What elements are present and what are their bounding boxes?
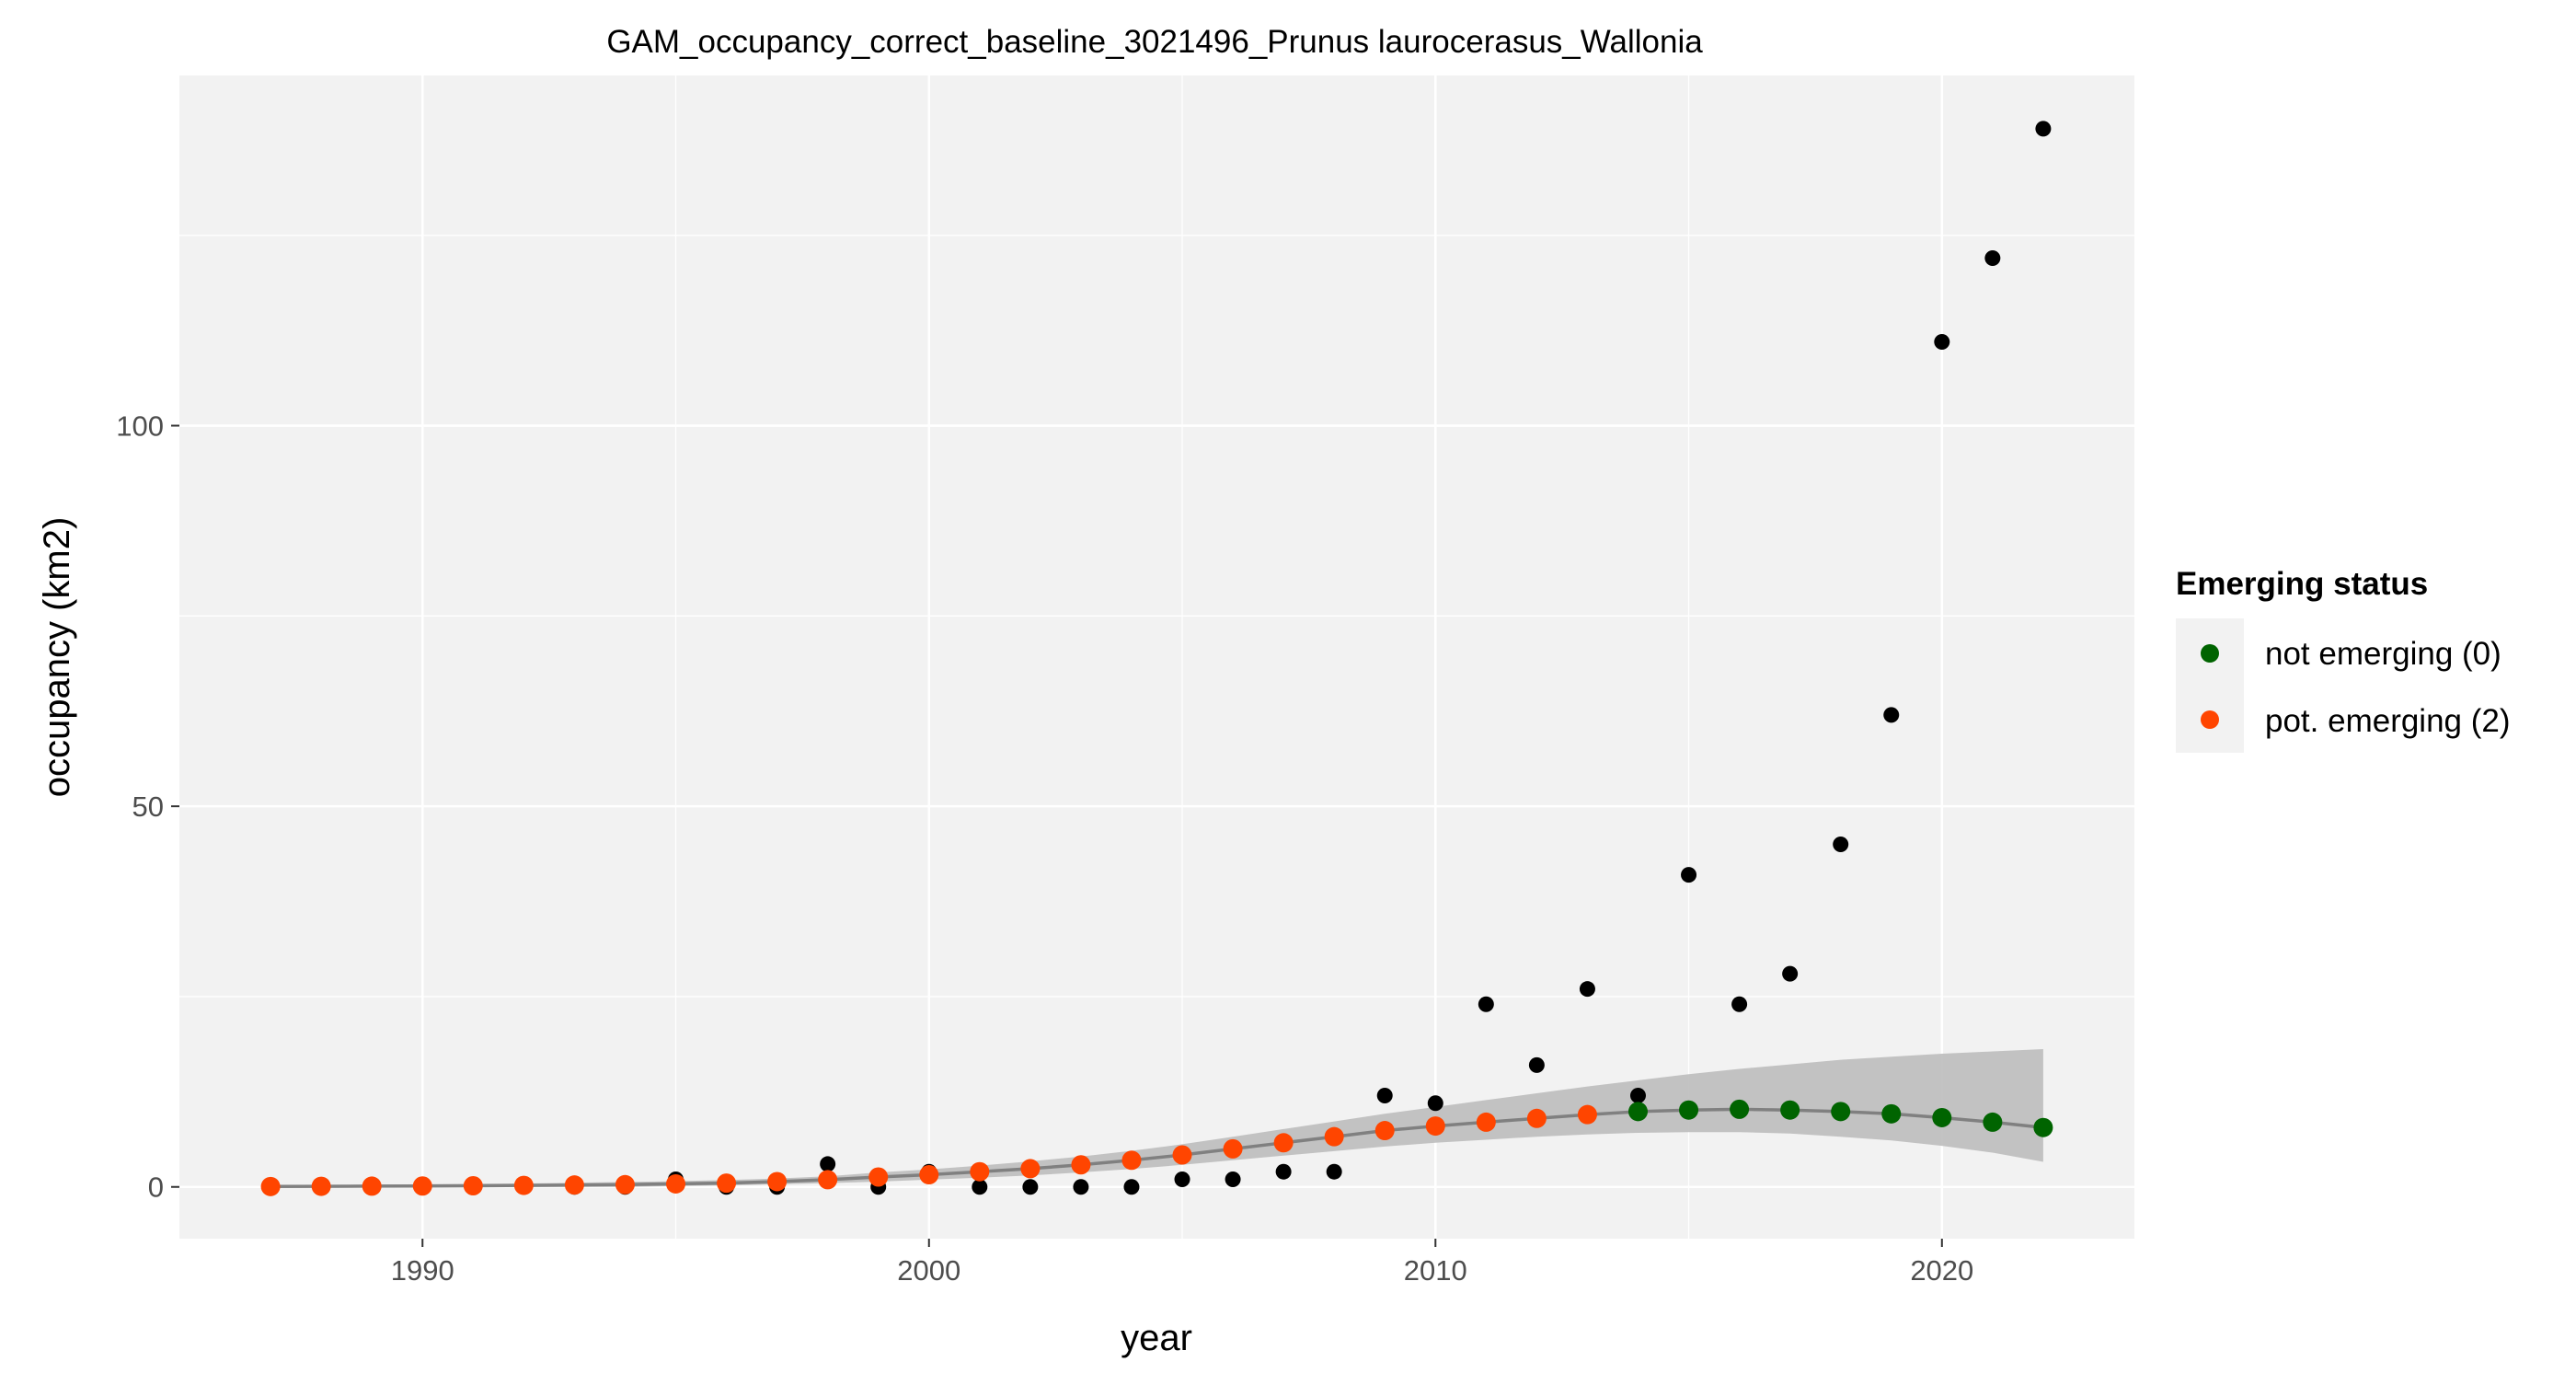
x-tick-label: 1990 — [391, 1254, 454, 1287]
fitted-point — [412, 1176, 432, 1196]
observed-point — [1326, 1163, 1342, 1180]
observed-point — [1883, 707, 1900, 723]
observed-point — [1022, 1179, 1039, 1195]
observed-point — [1579, 981, 1595, 998]
observed-point — [2035, 121, 2052, 137]
fitted-point — [1324, 1126, 1344, 1147]
fitted-point — [615, 1174, 635, 1195]
fitted-point — [1780, 1100, 1800, 1120]
observed-point — [1782, 965, 1799, 982]
fitted-point — [868, 1167, 889, 1187]
fitted-point — [1526, 1108, 1547, 1128]
observed-point — [820, 1156, 836, 1172]
observed-point — [1427, 1095, 1443, 1112]
x-tick-label: 2000 — [897, 1254, 960, 1287]
y-axis-title: occupancy (km2) — [37, 517, 77, 798]
fitted-point — [1730, 1099, 1750, 1119]
fitted-point — [818, 1170, 838, 1190]
fitted-point — [2033, 1117, 2053, 1137]
observed-point — [1225, 1171, 1241, 1187]
fitted-point — [1577, 1104, 1597, 1125]
fitted-point — [1476, 1112, 1496, 1132]
legend-title: Emerging status — [2176, 566, 2428, 602]
y-tick-label: 50 — [132, 791, 164, 823]
fitted-point — [767, 1171, 788, 1192]
x-tick-label: 2010 — [1404, 1254, 1467, 1287]
plot-background — [179, 75, 2134, 1239]
axis-layer: 1990 2000 2010 2020 0 50 100 — [116, 410, 1973, 1287]
fitted-point — [717, 1173, 737, 1194]
fitted-point — [513, 1175, 534, 1195]
legend-label-pot-emerging: pot. emerging (2) — [2265, 703, 2511, 739]
fitted-point — [311, 1176, 331, 1196]
observed-point — [972, 1179, 988, 1195]
legend: Emerging status not emerging (0) pot. em… — [2176, 566, 2511, 753]
fitted-point — [1020, 1159, 1041, 1179]
observed-point — [1073, 1179, 1089, 1195]
fitted-point — [1172, 1145, 1192, 1165]
fitted-point — [1273, 1133, 1294, 1153]
observed-point — [1275, 1163, 1292, 1180]
fitted-point — [1932, 1107, 1952, 1127]
fitted-point — [1425, 1116, 1445, 1137]
legend-key-background — [2176, 618, 2244, 753]
fitted-point — [463, 1176, 483, 1196]
y-tick-label: 100 — [116, 410, 164, 443]
fit-points-layer — [260, 1099, 2053, 1196]
observed-point — [1681, 867, 1697, 883]
fitted-point — [1831, 1102, 1851, 1122]
observed-point — [1731, 996, 1748, 1012]
legend-key-not-emerging — [2201, 644, 2219, 663]
fitted-point — [1374, 1121, 1395, 1141]
observed-point — [1174, 1171, 1190, 1187]
observed-point — [1478, 996, 1494, 1012]
observed-point — [1528, 1056, 1545, 1073]
fitted-point — [970, 1161, 990, 1182]
fitted-point — [260, 1176, 281, 1196]
x-axis-title: year — [1121, 1318, 1192, 1358]
chart-title: GAM_occupancy_correct_baseline_3021496_P… — [606, 24, 1703, 60]
fitted-point — [1627, 1102, 1648, 1122]
observed-point — [1984, 250, 2001, 267]
legend-label-not-emerging: not emerging (0) — [2265, 636, 2501, 672]
observed-point — [1123, 1179, 1140, 1195]
x-tick-label: 2020 — [1910, 1254, 1973, 1287]
fitted-point — [666, 1173, 686, 1194]
fitted-point — [564, 1175, 584, 1195]
observed-point — [1629, 1087, 1646, 1103]
legend-key-pot-emerging — [2201, 710, 2219, 729]
fitted-point — [1881, 1103, 1902, 1124]
fitted-point — [1071, 1155, 1091, 1175]
fitted-point — [919, 1165, 939, 1185]
fitted-point — [362, 1176, 382, 1196]
observed-point — [1376, 1087, 1393, 1103]
observed-point — [1934, 334, 1950, 351]
fitted-point — [1223, 1138, 1243, 1159]
y-tick-label: 0 — [148, 1171, 164, 1204]
fitted-point — [1679, 1100, 1699, 1120]
fitted-point — [1121, 1150, 1142, 1171]
observed-point — [1833, 836, 1849, 852]
fitted-point — [1983, 1112, 2003, 1132]
